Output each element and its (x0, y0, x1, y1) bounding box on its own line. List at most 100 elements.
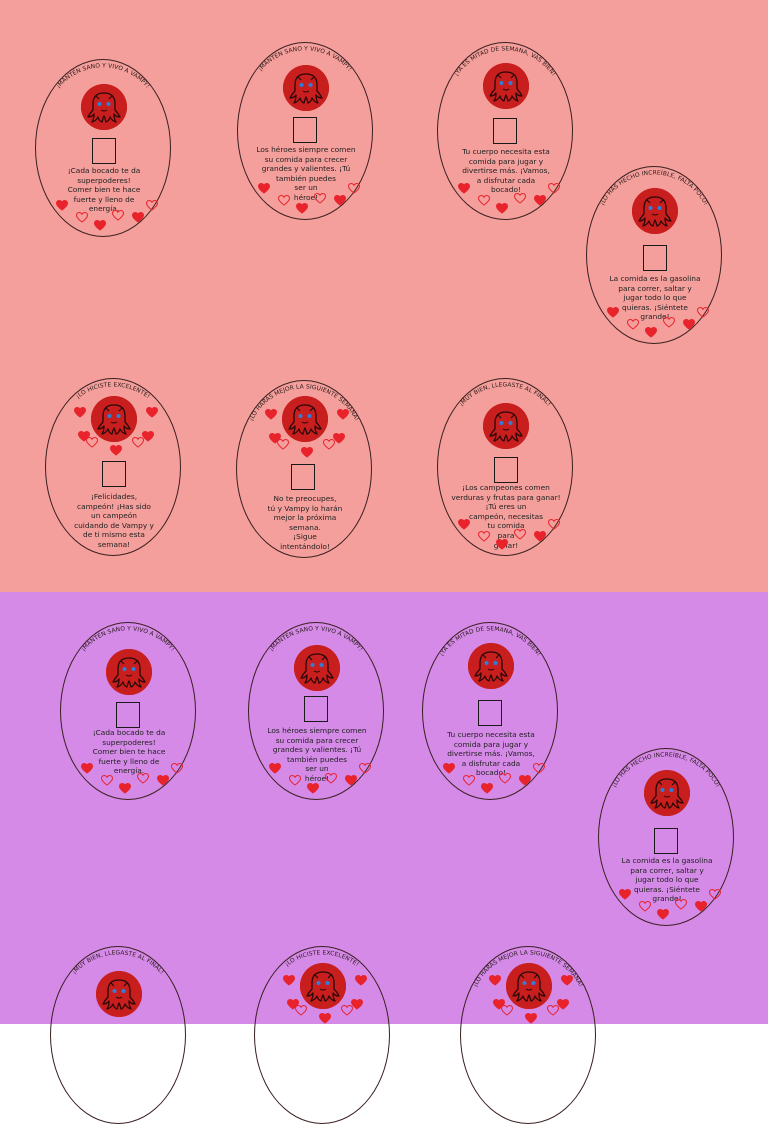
heart-filled-icon (481, 783, 493, 794)
sticker-card: ¡MANTÉN SANO Y VIVO A VAMPY! ¡Cada bocad… (60, 622, 196, 800)
heart-filled-icon (534, 531, 546, 542)
heart-outline-icon (325, 773, 337, 784)
vampy-octopus-icon (632, 188, 678, 234)
heart-filled-icon (657, 909, 669, 920)
card-message: Los héroes siempre comen su comida para … (256, 145, 356, 202)
heart-filled-icon (319, 1013, 331, 1024)
heart-outline-icon (295, 1005, 307, 1016)
heart-filled-icon (301, 447, 313, 458)
heart-filled-icon (496, 539, 508, 550)
heart-filled-icon (458, 519, 470, 530)
heart-filled-icon (619, 889, 631, 900)
sticker-card: ¡MANTÉN SANO Y VIVO A VAMPY! Los héroes … (237, 42, 373, 220)
sticker-card: ¡LO HAS HECHO INCREÍBLE, FALTA POCO! La … (586, 166, 722, 344)
card-message: Tu cuerpo necesita esta comida para juga… (447, 730, 535, 778)
heart-outline-icon (675, 899, 687, 910)
heart-outline-icon (709, 889, 721, 900)
heart-filled-icon (119, 783, 131, 794)
heart-filled-icon (265, 409, 277, 420)
sticker-card: ¡MUY BIEN, LLEGASTE AL FINAL! ¡Los campe… (437, 378, 573, 556)
heart-outline-icon (146, 200, 158, 211)
heart-outline-icon (514, 529, 526, 540)
card-message: Tu cuerpo necesita esta comida para juga… (462, 147, 550, 195)
card-message: Los héroes siempre comen su comida para … (267, 726, 367, 783)
heart-outline-icon (277, 439, 289, 450)
heart-filled-icon (683, 319, 695, 330)
card-message: La comida es la gasolina para correr, sa… (609, 274, 701, 322)
heart-outline-icon (627, 319, 639, 330)
heart-outline-icon (76, 212, 88, 223)
heart-filled-icon (283, 975, 295, 986)
vampy-octopus-icon (644, 770, 690, 816)
heart-outline-icon (86, 437, 98, 448)
heart-filled-icon (157, 775, 169, 786)
heart-outline-icon (323, 439, 335, 450)
sticker-card: ¡LO HICISTE EXCELENTE! ¡Felicidades, cam… (45, 378, 181, 556)
heart-filled-icon (458, 183, 470, 194)
heart-outline-icon (478, 531, 490, 542)
heart-filled-icon (489, 975, 501, 986)
card-message: ¡Felicidades, campeón! ¡Has sido un camp… (74, 492, 154, 549)
checkbox-icon[interactable] (478, 700, 502, 726)
heart-filled-icon (443, 763, 455, 774)
heart-outline-icon (171, 763, 183, 774)
heart-filled-icon (94, 220, 106, 231)
vampy-octopus-icon (468, 643, 514, 689)
vampy-octopus-icon (96, 971, 142, 1017)
vampy-octopus-icon (106, 649, 152, 695)
heart-outline-icon (663, 317, 675, 328)
heart-outline-icon (341, 1005, 353, 1016)
checkbox-icon[interactable] (92, 138, 116, 164)
card-title: ¡LO HICISTE EXCELENTE! (75, 382, 150, 400)
heart-outline-icon (533, 763, 545, 774)
heart-filled-icon (146, 407, 158, 418)
heart-filled-icon (351, 999, 363, 1010)
heart-filled-icon (607, 307, 619, 318)
checkbox-icon[interactable] (654, 828, 678, 854)
checkbox-icon[interactable] (102, 461, 126, 487)
heart-outline-icon (112, 210, 124, 221)
heart-filled-icon (645, 327, 657, 338)
card-message: No te preocupes, tú y Vampy lo harán mej… (267, 494, 343, 551)
heart-filled-icon (557, 999, 569, 1010)
heart-filled-icon (142, 431, 154, 442)
heart-outline-icon (548, 183, 560, 194)
heart-filled-icon (307, 783, 319, 794)
heart-filled-icon (74, 407, 86, 418)
heart-filled-icon (269, 763, 281, 774)
heart-outline-icon (101, 775, 113, 786)
vampy-octopus-icon (91, 396, 137, 442)
sticker-card: ¡LO HICISTE EXCELENTE! (254, 946, 390, 1124)
heart-outline-icon (548, 519, 560, 530)
sticker-card: ¡LO HAS HECHO INCREÍBLE, FALTA POCO! La … (598, 748, 734, 926)
checkbox-icon[interactable] (116, 702, 140, 728)
heart-outline-icon (499, 773, 511, 784)
heart-filled-icon (258, 183, 270, 194)
checkbox-icon[interactable] (494, 457, 518, 483)
sticker-card: ¡YA ES MITAD DE SEMANA, VAS BIEN! Tu cue… (437, 42, 573, 220)
heart-filled-icon (110, 445, 122, 456)
heart-outline-icon (132, 437, 144, 448)
heart-filled-icon (561, 975, 573, 986)
checkbox-icon[interactable] (643, 245, 667, 271)
card-title: ¡MANTÉN SANO Y VIVO A VAMPY! (81, 626, 176, 652)
heart-outline-icon (463, 775, 475, 786)
heart-filled-icon (132, 212, 144, 223)
checkbox-icon[interactable] (493, 118, 517, 144)
vampy-octopus-icon (300, 963, 346, 1009)
vampy-octopus-icon (294, 645, 340, 691)
vampy-octopus-icon (506, 963, 552, 1009)
vampy-octopus-icon (483, 63, 529, 109)
checkbox-icon[interactable] (293, 117, 317, 143)
card-title: ¡LO HICISTE EXCELENTE! (284, 950, 359, 968)
heart-filled-icon (337, 409, 349, 420)
card-message: ¡Cada bocado te da superpoderes! Comer b… (92, 728, 166, 776)
checkbox-icon[interactable] (304, 696, 328, 722)
heart-filled-icon (695, 901, 707, 912)
checkbox-icon[interactable] (291, 464, 315, 490)
heart-outline-icon (697, 307, 709, 318)
vampy-octopus-icon (483, 403, 529, 449)
heart-filled-icon (345, 775, 357, 786)
sticker-card: ¡YA ES MITAD DE SEMANA, VAS BIEN! Tu cue… (422, 622, 558, 800)
heart-outline-icon (514, 193, 526, 204)
